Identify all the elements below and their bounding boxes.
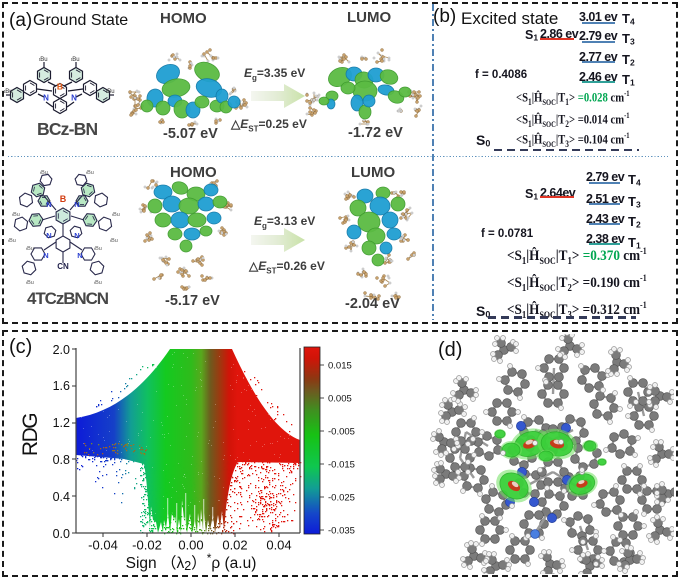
svg-text:0.4: 0.4 — [53, 490, 70, 504]
svg-text:tBu: tBu — [8, 238, 16, 244]
svg-text:N: N — [74, 231, 79, 240]
svg-text:1.2: 1.2 — [53, 416, 70, 430]
svg-text:1.6: 1.6 — [53, 379, 70, 393]
svg-text:tBu: tBu — [94, 280, 102, 286]
svg-text:N: N — [43, 94, 49, 103]
svg-text:0.04: 0.04 — [266, 538, 291, 553]
svg-text:B: B — [57, 82, 63, 92]
svg-text:0.0: 0.0 — [53, 527, 70, 541]
svg-text:N: N — [46, 200, 51, 209]
svg-text:-0.025: -0.025 — [328, 493, 355, 504]
svg-text:tBu: tBu — [40, 170, 48, 176]
svg-text:0.02: 0.02 — [222, 538, 247, 553]
svg-text:tBu: tBu — [71, 57, 80, 63]
svg-text:tBu: tBu — [26, 280, 34, 286]
svg-text:2.0: 2.0 — [53, 343, 70, 357]
svg-text:tBu: tBu — [26, 246, 34, 252]
svg-text:tBu: tBu — [106, 89, 115, 95]
svg-text:-0.015: -0.015 — [328, 460, 355, 471]
svg-text:Sign （λ2）*ρ (a.u): Sign （λ2）*ρ (a.u) — [126, 551, 257, 573]
svg-text:tBu: tBu — [4, 89, 13, 95]
svg-text:N: N — [46, 231, 51, 240]
svg-text:RDG: RDG — [19, 414, 42, 456]
svg-text:tBu: tBu — [110, 238, 118, 244]
svg-text:B: B — [60, 194, 67, 204]
svg-text:0.00: 0.00 — [178, 538, 203, 553]
svg-text:N: N — [71, 94, 77, 103]
svg-text:-0.005: -0.005 — [328, 427, 355, 438]
svg-text:tBu: tBu — [94, 246, 102, 252]
svg-text:0.8: 0.8 — [53, 453, 70, 467]
svg-text:tBu: tBu — [112, 212, 120, 218]
svg-text:-0.04: -0.04 — [88, 538, 118, 553]
svg-text:0.005: 0.005 — [328, 394, 352, 405]
svg-text:-0.02: -0.02 — [132, 538, 162, 553]
svg-text:0.015: 0.015 — [328, 361, 352, 372]
svg-text:tBu: tBu — [86, 170, 94, 176]
svg-text:CN: CN — [57, 262, 69, 271]
svg-text:N: N — [43, 251, 48, 260]
svg-text:N: N — [77, 251, 82, 260]
svg-text:tBu: tBu — [12, 212, 20, 218]
svg-text:tBu: tBu — [39, 57, 48, 63]
svg-text:N: N — [74, 200, 79, 209]
svg-text:-0.035: -0.035 — [328, 526, 355, 537]
